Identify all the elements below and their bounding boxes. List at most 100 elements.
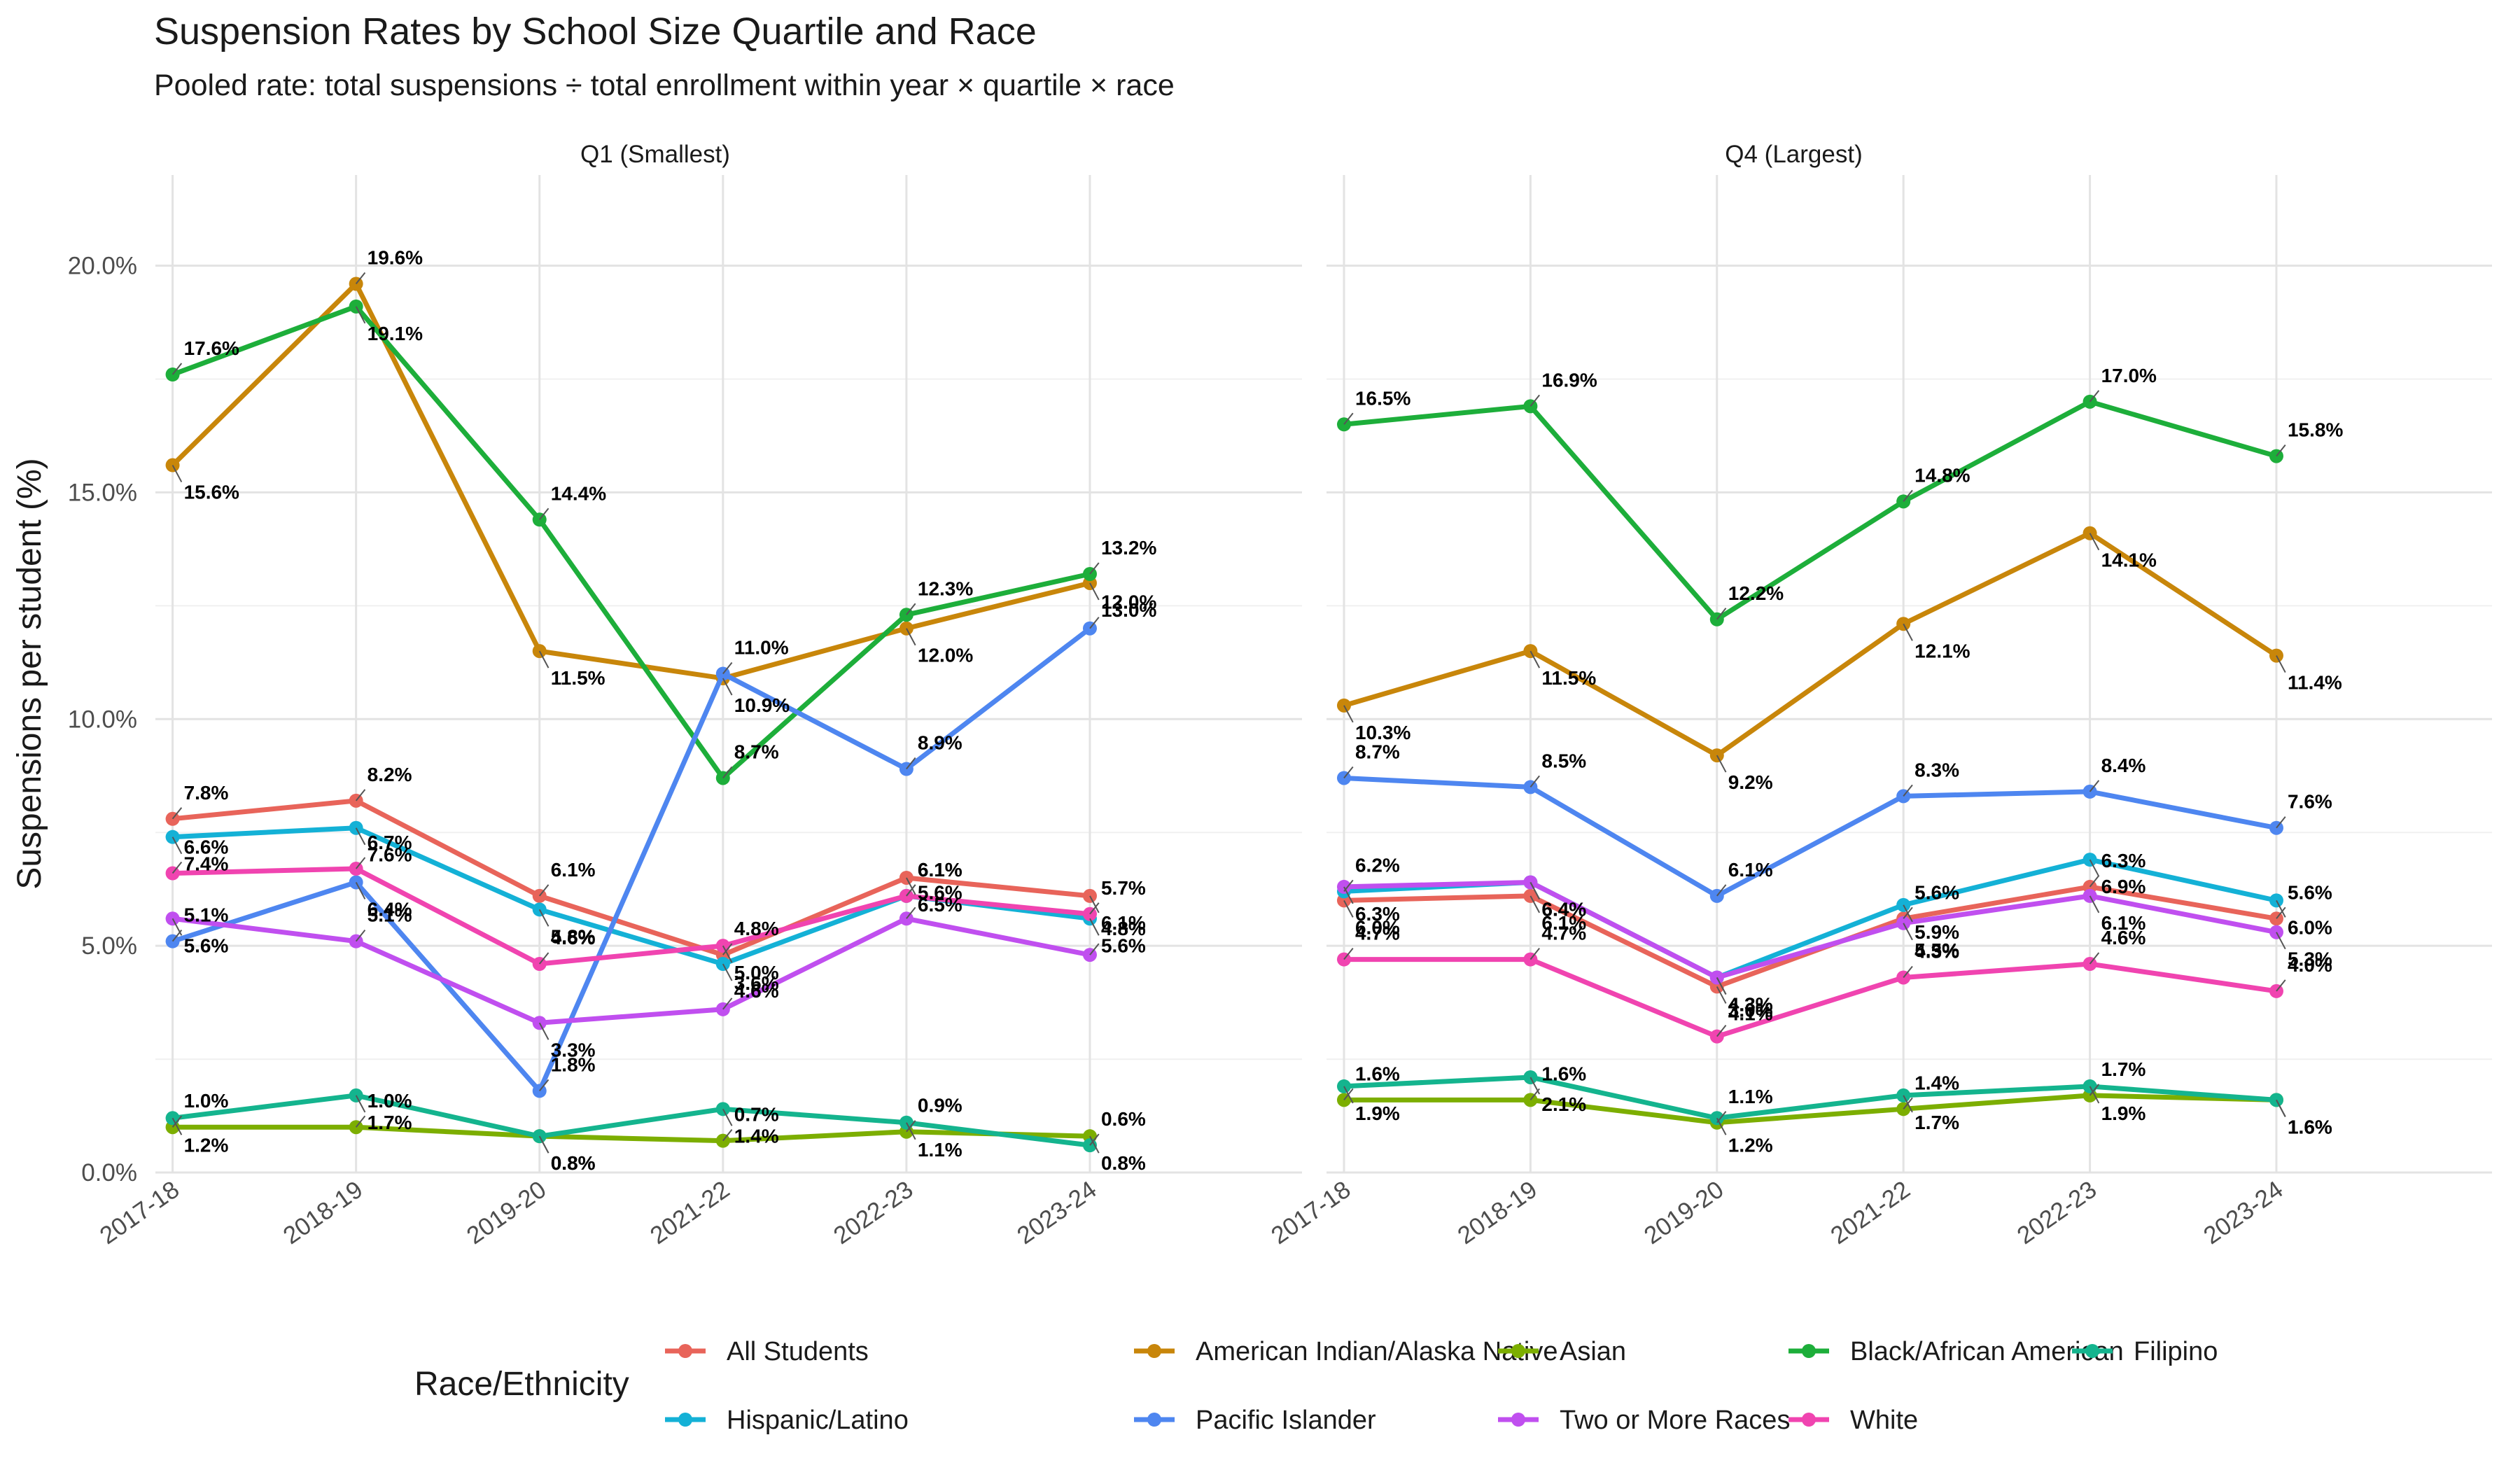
x-tick-label: 2021-22 <box>1826 1176 1915 1250</box>
data-label: 11.5% <box>1541 667 1596 689</box>
data-label: 7.8% <box>184 782 229 804</box>
label-leader <box>722 945 733 963</box>
data-label: 1.0% <box>368 1090 412 1112</box>
label-leader <box>1089 1133 1100 1146</box>
label-leader <box>1716 977 1727 995</box>
data-label: 6.7% <box>368 832 412 853</box>
label-leader <box>355 789 366 802</box>
data-label: 4.7% <box>1355 923 1400 944</box>
data-label: 5.5% <box>1914 939 1959 961</box>
label-leader <box>2276 899 2286 918</box>
data-label: 5.0% <box>734 962 779 983</box>
data-label: 0.7% <box>734 1104 779 1126</box>
data-label: 5.6% <box>1914 881 1959 903</box>
series-line-american-indian-alaska-native <box>170 281 1093 681</box>
series-line-american-indian-alaska-native <box>1341 531 2279 758</box>
label-leader <box>906 757 916 770</box>
data-label: 0.6% <box>1101 1108 1146 1130</box>
series-line-black-african-american <box>170 304 1093 780</box>
label-leader <box>2089 952 2100 965</box>
label-leader <box>1903 965 1913 979</box>
label-leader <box>2089 390 2100 402</box>
data-label: 1.0% <box>184 1090 229 1112</box>
data-label: 12.0% <box>918 645 973 666</box>
label-leader <box>1903 904 1913 923</box>
x-tick-label: 2022-23 <box>2012 1176 2102 1250</box>
label-leader <box>2276 906 2286 919</box>
series-line-two-or-more-races <box>1341 879 2279 980</box>
label-leader <box>722 766 733 779</box>
data-label: 14.1% <box>2101 550 2157 571</box>
data-label: 6.9% <box>2101 876 2146 897</box>
label-leader <box>1530 394 1540 407</box>
label-leader <box>1716 1117 1727 1135</box>
label-leader <box>355 1095 366 1113</box>
data-label: 4.0% <box>2288 954 2332 976</box>
chart-subtitle: Pooled rate: total suspensions ÷ total e… <box>154 69 1175 102</box>
label-leader <box>355 827 366 846</box>
legend-label-pacific-islander: Pacific Islander <box>1196 1406 1376 1435</box>
label-leader <box>1343 412 1354 425</box>
label-leader <box>355 306 366 324</box>
data-label: 3.0% <box>1728 1000 1773 1021</box>
data-label: 2.1% <box>1541 1093 1586 1115</box>
data-label: 12.0% <box>1101 592 1156 613</box>
data-label: 1.1% <box>918 1139 962 1161</box>
x-tick-label: 2023-24 <box>2199 1176 2288 1250</box>
data-label: 8.2% <box>368 764 412 785</box>
data-label: 8.9% <box>918 732 962 754</box>
y-tick-label: 10.0% <box>68 706 137 733</box>
data-label: 7.6% <box>368 844 412 866</box>
data-label: 1.6% <box>1355 1063 1400 1084</box>
series-line-all-students <box>170 798 1093 958</box>
data-label: 5.7% <box>1101 877 1146 899</box>
legend-swatch-point <box>1802 1344 1816 1358</box>
data-label: 5.6% <box>2288 881 2332 903</box>
label-leader <box>172 807 183 820</box>
label-leader <box>2276 655 2286 673</box>
label-leader <box>906 603 916 615</box>
x-tick-label: 2017-18 <box>95 1176 185 1250</box>
label-leader <box>722 997 733 1010</box>
label-leader <box>172 1115 183 1128</box>
label-leader <box>1716 755 1727 773</box>
label-leader <box>1530 881 1541 899</box>
data-label: 0.9% <box>918 1095 962 1116</box>
y-tick-label: 5.0% <box>81 932 137 960</box>
data-label: 4.6% <box>2101 927 2146 948</box>
data-label: 4.6% <box>734 980 779 1002</box>
legend-swatch-point <box>1802 1413 1816 1427</box>
label-leader <box>538 884 550 897</box>
label-leader <box>906 906 916 919</box>
data-label: 4.3% <box>1914 940 1959 962</box>
legend-swatch-point <box>1147 1413 1161 1427</box>
data-label: 5.1% <box>184 904 229 926</box>
data-label: 6.1% <box>1728 859 1773 881</box>
data-label: 7.4% <box>184 853 229 875</box>
data-label: 6.1% <box>1101 912 1146 934</box>
label-leader <box>1903 923 1913 941</box>
label-leader <box>1089 1135 1100 1154</box>
x-tick-label: 2019-20 <box>1639 1176 1729 1250</box>
label-leader <box>906 628 916 646</box>
data-label: 5.6% <box>918 881 962 903</box>
label-leader <box>538 1135 550 1154</box>
label-leader <box>2089 859 2100 877</box>
data-label: 0.8% <box>551 1152 596 1174</box>
x-tick-label: 2021-22 <box>645 1176 735 1250</box>
label-leader <box>1903 784 1913 797</box>
legend-label-filipino: Filipino <box>2134 1337 2218 1366</box>
data-label: 6.5% <box>918 894 962 916</box>
data-label: 19.1% <box>368 323 423 344</box>
data-label: 6.1% <box>918 859 962 881</box>
data-label: 6.0% <box>2288 916 2332 938</box>
label-leader <box>906 1120 916 1133</box>
label-leader <box>2276 979 2286 992</box>
label-leader <box>355 1115 366 1128</box>
legend-label-all-students: All Students <box>727 1337 869 1366</box>
label-leader <box>722 662 733 675</box>
x-tick-label: 2018-19 <box>1452 1176 1542 1250</box>
data-label: 4.3% <box>1728 993 1773 1015</box>
data-label: 5.9% <box>1914 921 1959 943</box>
